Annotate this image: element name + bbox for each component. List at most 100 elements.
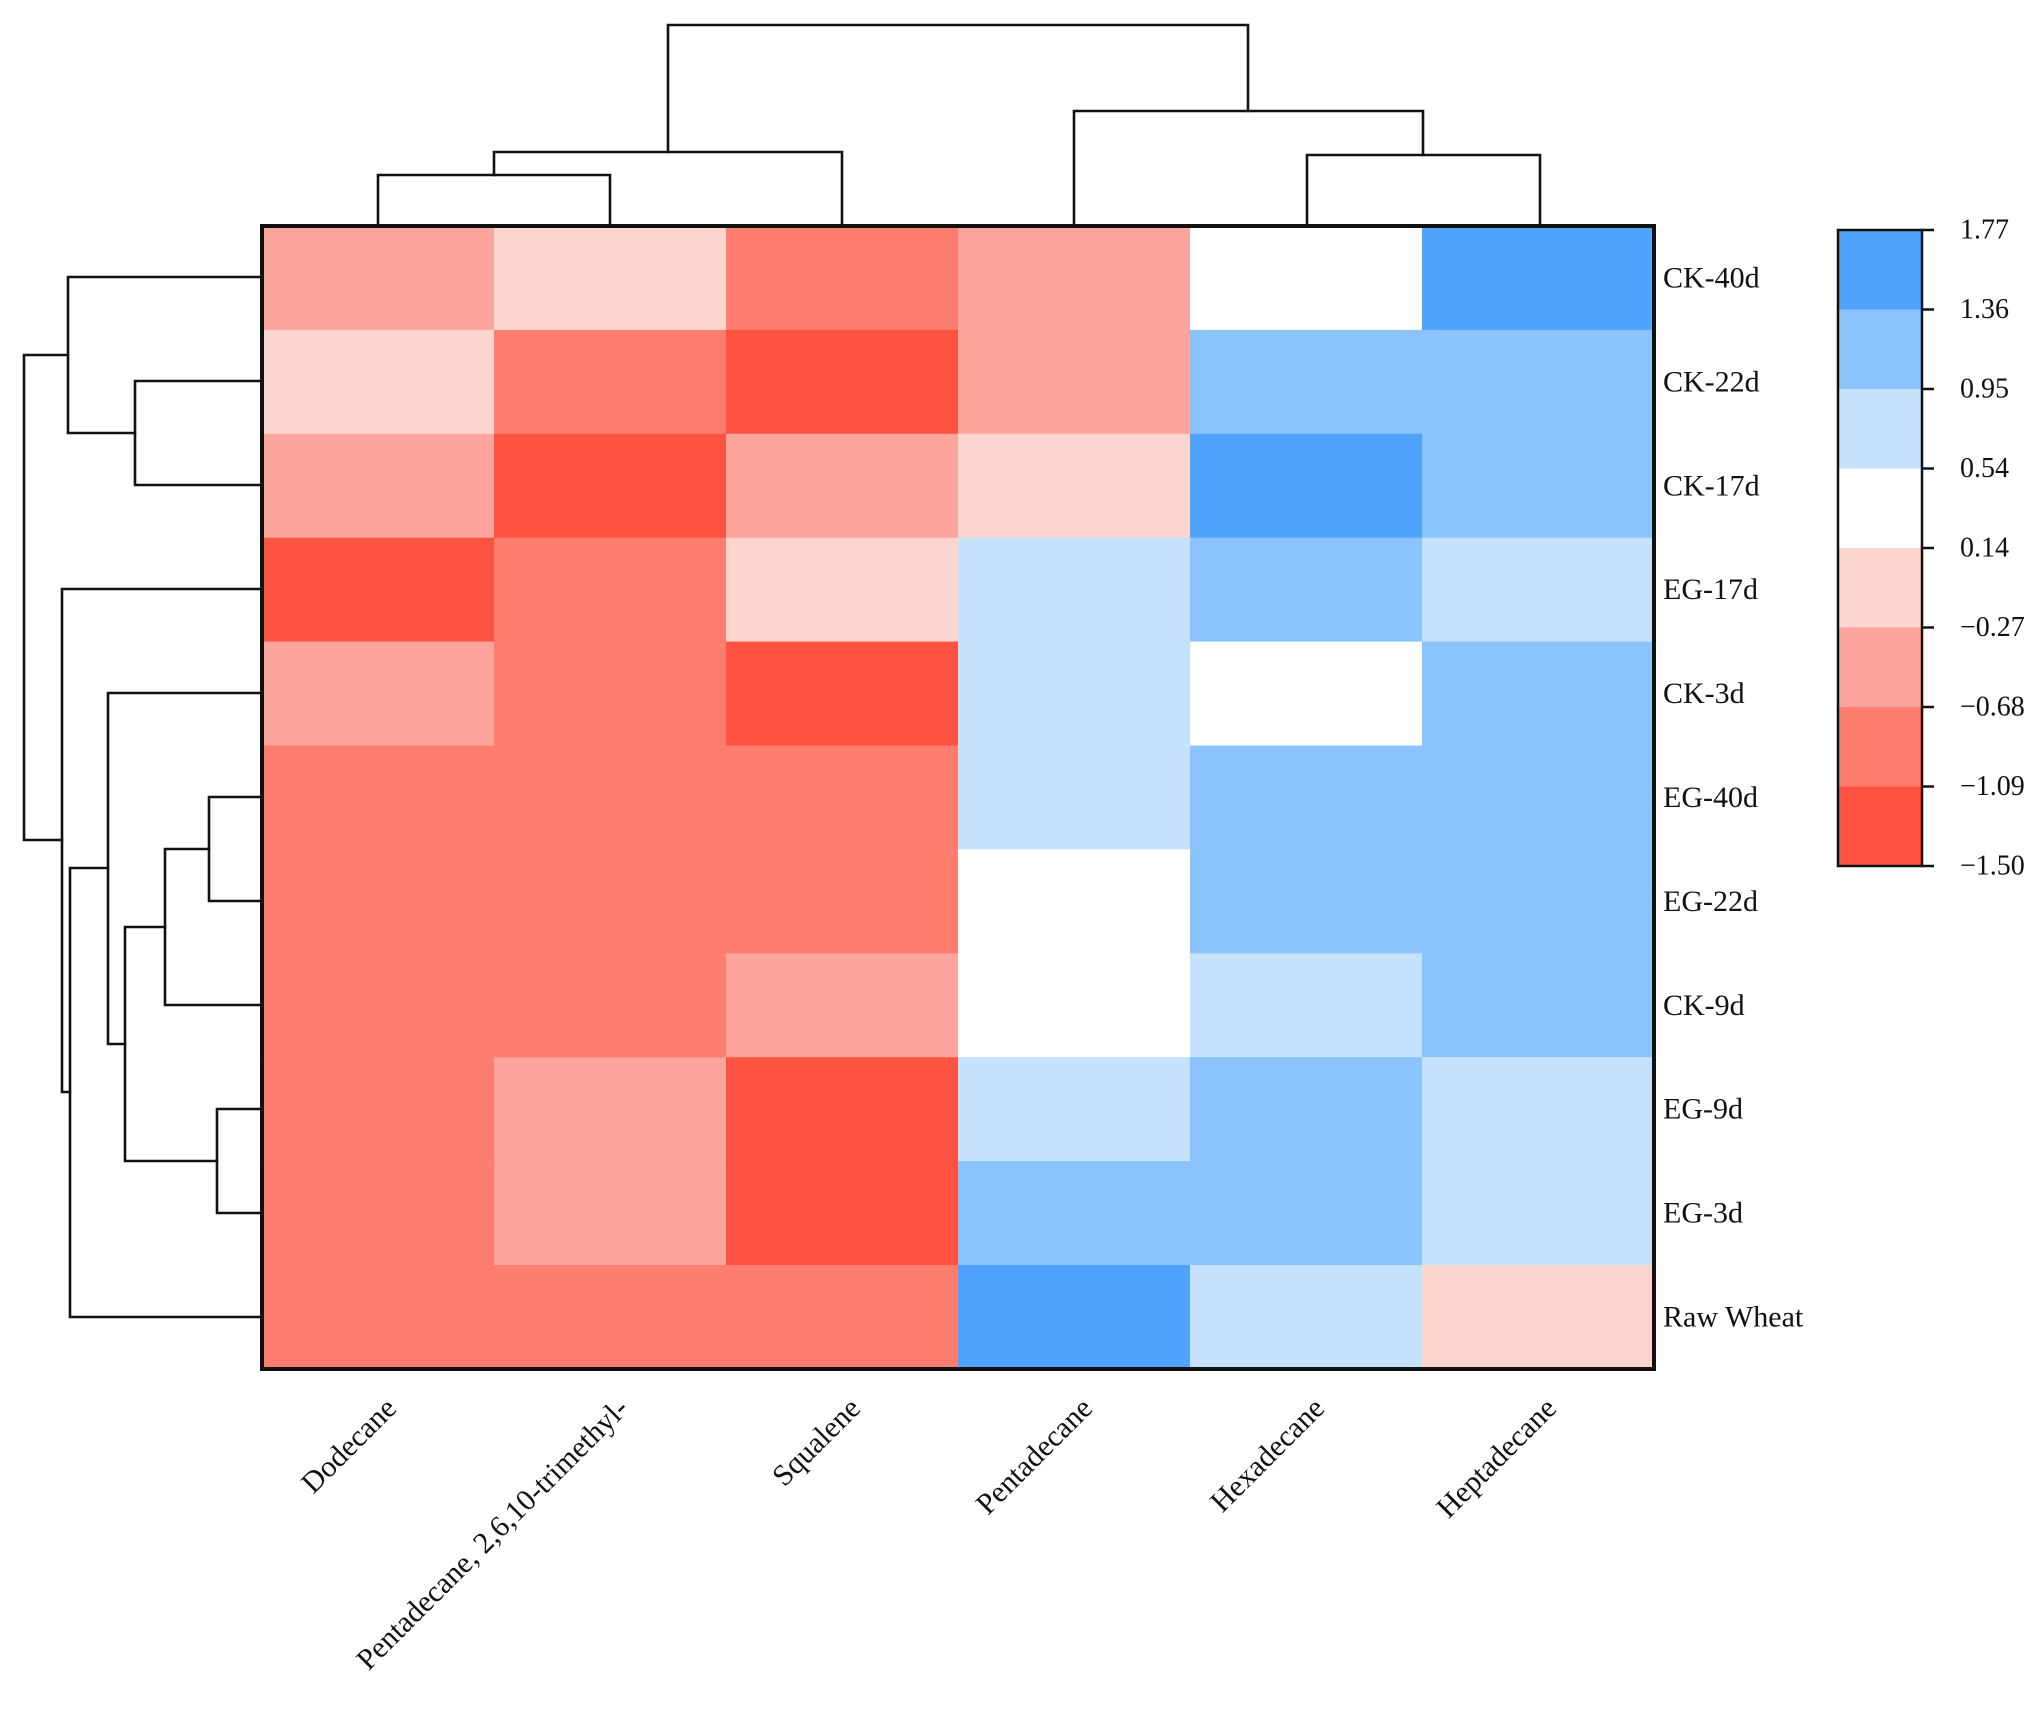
heatmap-cell xyxy=(1190,953,1423,1058)
heatmap-cell xyxy=(262,849,495,954)
heatmap-cell xyxy=(494,745,727,850)
heatmap-cell xyxy=(262,537,495,643)
row-label: EG-17d xyxy=(1663,573,1758,606)
heatmap-cell xyxy=(1422,226,1655,331)
heatmap-cell xyxy=(1422,641,1655,747)
heatmap-cell xyxy=(958,1161,1191,1266)
heatmap-cell xyxy=(726,641,959,747)
row-label: CK-9d xyxy=(1663,989,1745,1022)
heatmap-cell xyxy=(1422,433,1655,539)
row-labels: CK-40d CK-22d CK-17d EG-17d CK-3d EG-40d EG-22… xyxy=(1663,261,1804,1333)
heatmap-cell xyxy=(726,329,959,435)
column-label: Dodecane xyxy=(295,1392,403,1500)
heatmap-cell xyxy=(494,641,727,747)
heatmap-cell xyxy=(1422,953,1655,1058)
heatmap-cell xyxy=(1190,849,1423,954)
heatmap-cell xyxy=(262,745,495,850)
heatmap-cell xyxy=(726,433,959,539)
heatmap-cell xyxy=(262,329,495,435)
heatmap-cell xyxy=(494,953,727,1058)
row-label: EG-9d xyxy=(1663,1093,1743,1126)
row-label: EG-40d xyxy=(1663,781,1758,814)
heatmap-cell xyxy=(958,1057,1191,1162)
column-dendrogram xyxy=(376,23,1542,228)
colorbar: 1.77 1.36 0.95 0.54 0.14 −0.27 −0.68 −1.09 −1.50 xyxy=(1836,215,2025,882)
heatmap-cell xyxy=(726,1057,959,1162)
heatmap-cell xyxy=(262,226,495,331)
col-dendro-branch xyxy=(1072,109,1425,228)
heatmap-cell xyxy=(958,433,1191,539)
colorbar-swatch xyxy=(1838,786,1922,867)
heatmap-cell xyxy=(494,849,727,954)
colorbar-swatch xyxy=(1838,707,1922,787)
heatmap-cell xyxy=(726,953,959,1058)
col-dendro-branch xyxy=(1305,153,1542,228)
heatmap-cell xyxy=(958,849,1191,954)
heatmap-cell xyxy=(1190,226,1423,331)
colorbar-tick-label: −1.09 xyxy=(1960,771,2025,802)
heatmap-cell xyxy=(262,1161,495,1266)
colorbar-swatch xyxy=(1838,389,1922,469)
row-dendrogram xyxy=(22,275,264,1319)
heatmap-cell xyxy=(726,1161,959,1266)
heatmap-cell xyxy=(958,329,1191,435)
colorbar-swatch xyxy=(1838,468,1922,549)
col-dendro-branch xyxy=(492,150,844,228)
heatmap-cell xyxy=(494,537,727,643)
row-label: EG-22d xyxy=(1663,885,1758,918)
row-dendro-branch xyxy=(133,379,264,487)
row-dendro-branch xyxy=(66,275,264,435)
heatmap-cell xyxy=(726,1265,959,1370)
heatmap-cell xyxy=(1190,745,1423,850)
heatmap-frame xyxy=(260,224,1656,1371)
heatmap-cell xyxy=(1422,537,1655,643)
colorbar-tick-label: 0.54 xyxy=(1960,453,2009,484)
heatmap-cell xyxy=(958,226,1191,331)
colorbar-swatch xyxy=(1838,309,1922,390)
heatmap-cell xyxy=(726,849,959,954)
heatmap-cell xyxy=(1190,641,1423,747)
heatmap-cell xyxy=(958,537,1191,643)
column-label: Pentadecane xyxy=(970,1392,1099,1521)
column-label: Heptadecane xyxy=(1430,1392,1563,1525)
heatmap-cell xyxy=(1422,745,1655,850)
col-dendro-branch xyxy=(666,23,1250,154)
row-dendro-branch xyxy=(163,847,264,1007)
heatmap-cell xyxy=(494,1265,727,1370)
heatmap-cell xyxy=(1422,329,1655,435)
row-label: CK-22d xyxy=(1663,365,1760,398)
heatmap-cell xyxy=(726,745,959,850)
row-label: CK-3d xyxy=(1663,677,1745,710)
heatmap-cell xyxy=(726,537,959,643)
colorbar-tick-label: 0.95 xyxy=(1960,374,2009,405)
colorbar-tick-label: −0.68 xyxy=(1960,692,2025,723)
colorbar-swatch xyxy=(1838,230,1922,310)
row-dendro-branch xyxy=(123,925,219,1163)
col-dendro-branch xyxy=(376,173,612,228)
colorbar-swatch xyxy=(1838,548,1922,628)
row-label: Raw Wheat xyxy=(1663,1300,1804,1333)
row-dendro-branch xyxy=(22,353,70,842)
heatmap-cell xyxy=(726,226,959,331)
heatmap-cell xyxy=(1422,1265,1655,1370)
row-dendro-branch xyxy=(215,1107,264,1215)
heatmap-cell xyxy=(262,1265,495,1370)
heatmap-cell xyxy=(958,745,1191,850)
heatmap-cell xyxy=(1190,433,1423,539)
heatmap-cell xyxy=(958,1265,1191,1370)
heatmap-cell xyxy=(1190,1265,1423,1370)
heatmap-cell xyxy=(1190,329,1423,435)
heatmap-cell xyxy=(1422,1057,1655,1162)
row-dendro-branch xyxy=(207,795,264,903)
row-label: CK-17d xyxy=(1663,469,1760,502)
column-label: Squalene xyxy=(766,1392,867,1493)
heatmap-cell xyxy=(494,329,727,435)
heatmap-cell xyxy=(494,1161,727,1266)
column-label: Hexadecane xyxy=(1204,1392,1331,1519)
heatmap-cells xyxy=(262,226,1655,1370)
heatmap-cell xyxy=(1190,1161,1423,1266)
row-label: CK-40d xyxy=(1663,261,1760,294)
colorbar-tick-label: 1.36 xyxy=(1960,294,2009,325)
